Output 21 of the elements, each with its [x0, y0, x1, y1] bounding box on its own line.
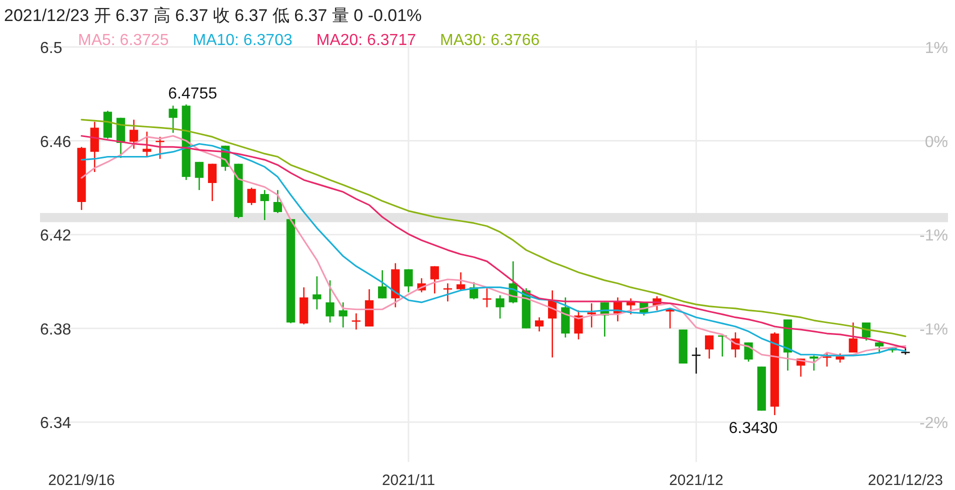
x-tick-label: 2021/12/23	[868, 472, 943, 489]
y-tick-label: 6.34	[40, 415, 72, 432]
text: MA5: 6.3725	[78, 32, 169, 49]
y-tick-label: 6.38	[40, 321, 72, 338]
chart-title: 2021/12/23 开 6.37 高 6.37 收 6.37 低 6.37 量 0 -0.01%	[4, 6, 422, 25]
y2-tick-label: -1%	[920, 228, 948, 245]
y2-tick-label: 0%	[924, 134, 948, 151]
annotation: 6.3430	[728, 420, 778, 438]
x-tick-label: 2021/12	[669, 472, 724, 489]
annotation: 6.4755	[168, 85, 218, 102]
y-tick-label: 6.5	[40, 40, 62, 58]
x-tick-label: 2021/11	[382, 472, 436, 489]
y2-tick-label: -1%	[920, 321, 948, 338]
text: MA10: 6.3703	[192, 32, 292, 49]
y-tick-label: 6.42	[40, 228, 72, 245]
y2-tick-label: -2%	[920, 415, 948, 432]
y-tick-label: 6.46	[40, 134, 72, 151]
x-tick-label: 2021/9/16	[48, 472, 115, 489]
text: MA20: 6.3717	[316, 32, 416, 49]
y2-tick-label: 1%	[924, 40, 948, 58]
text: MA30: 6.3766	[440, 32, 540, 49]
